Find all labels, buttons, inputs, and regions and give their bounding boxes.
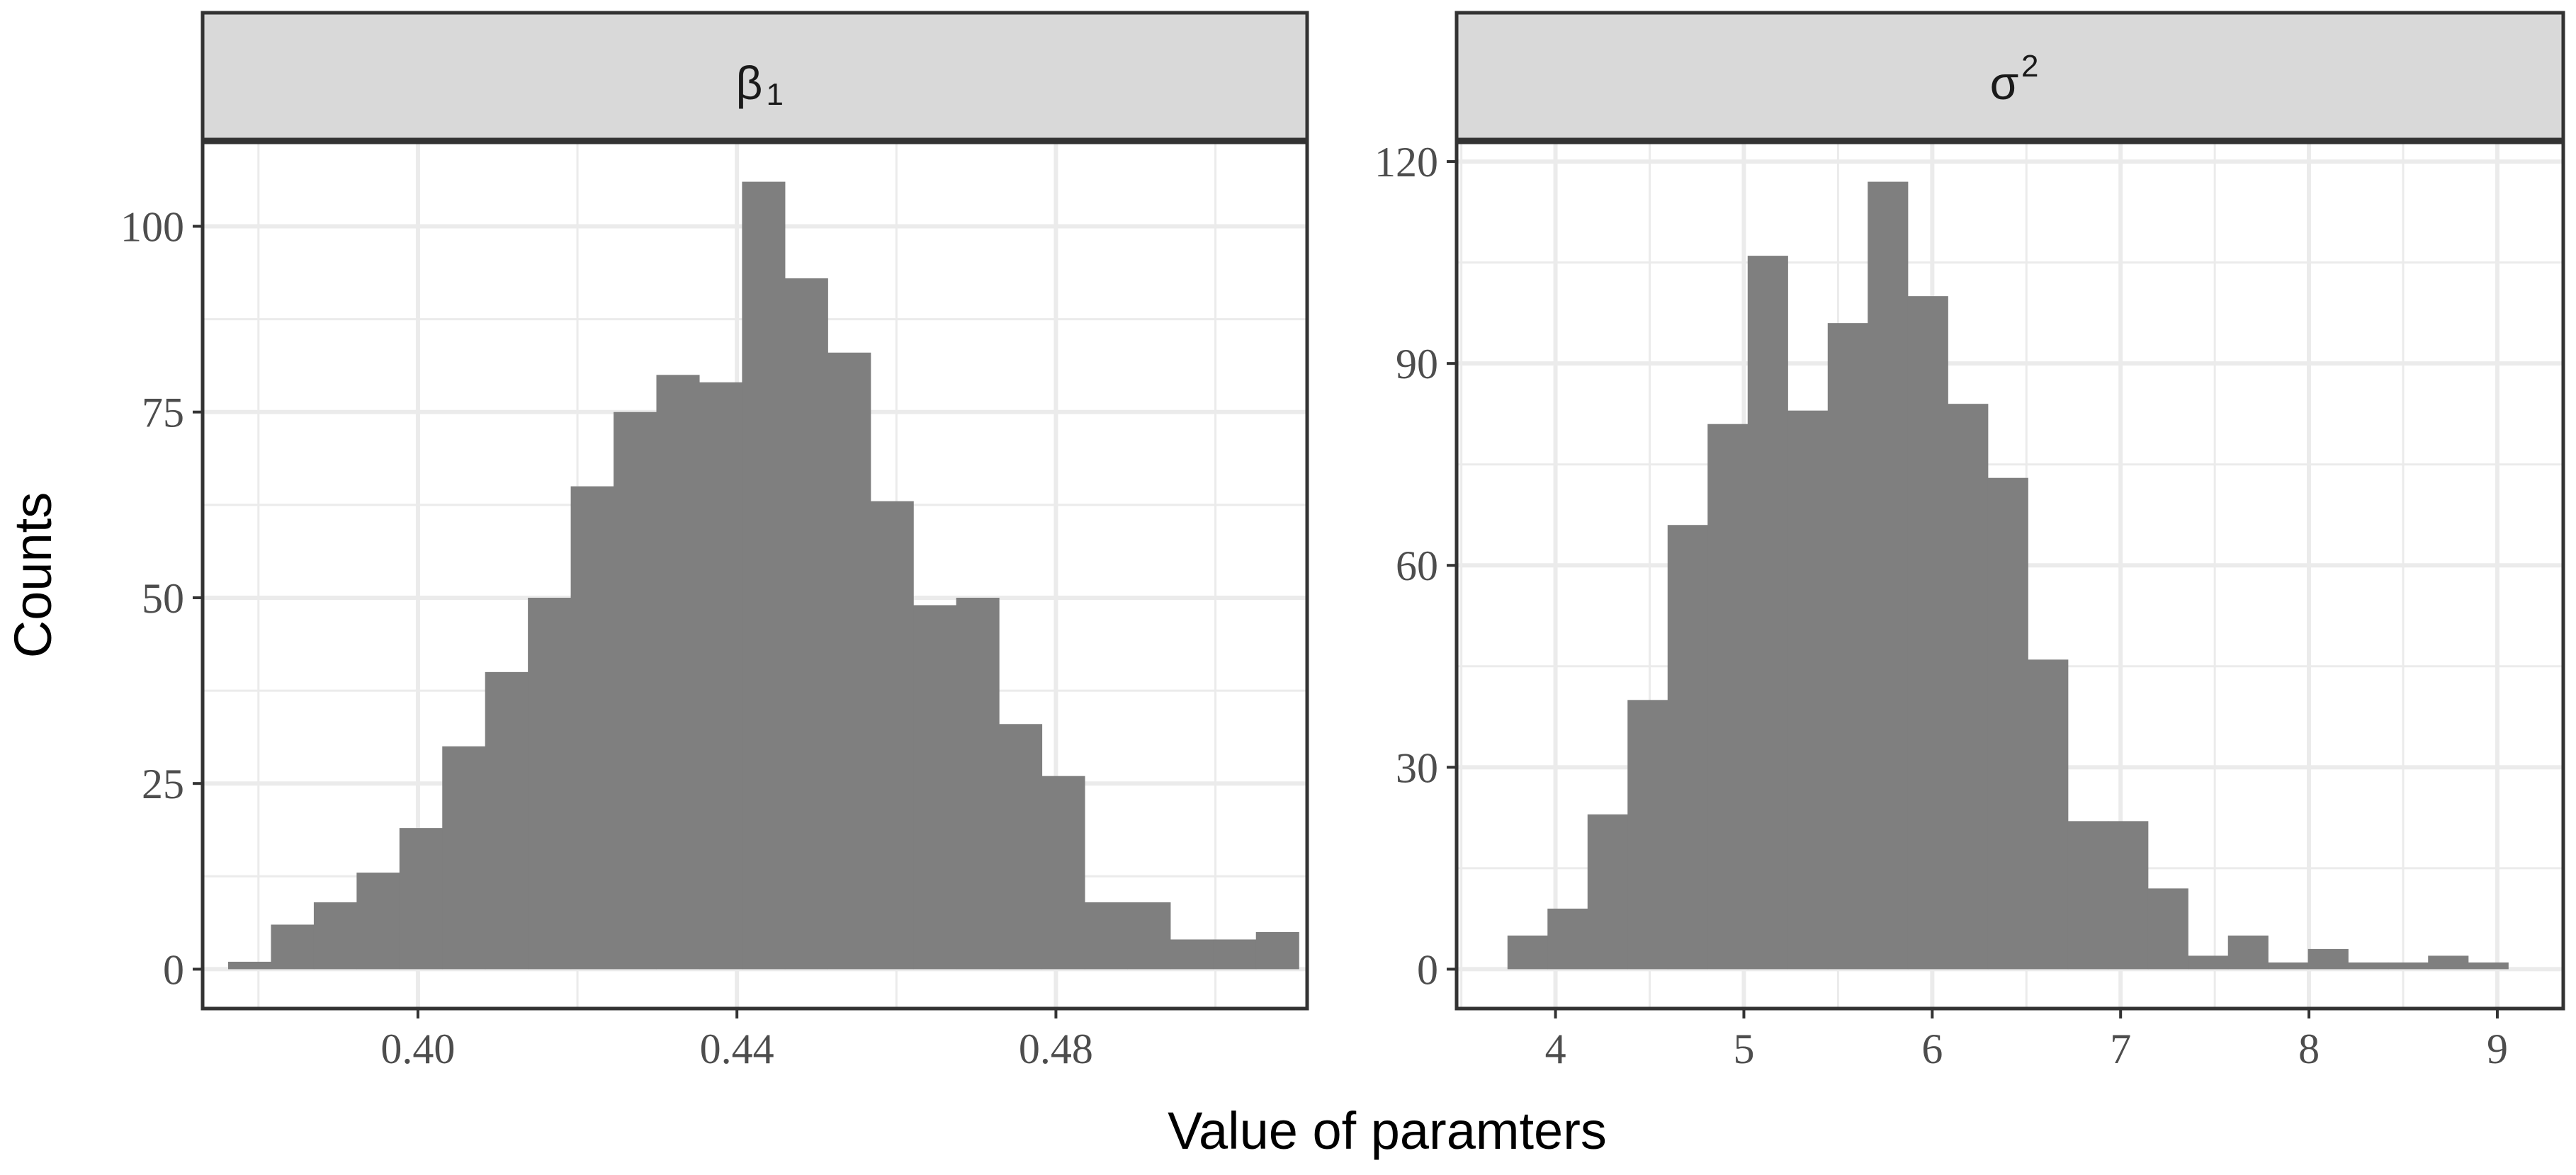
histogram-bar (2227, 935, 2269, 970)
histogram-bar (313, 902, 357, 970)
histogram-bar (1827, 323, 1868, 970)
histogram-bar (1667, 525, 1708, 970)
histogram-bar (1907, 296, 1948, 970)
histogram-bar (228, 961, 272, 970)
histogram-bar (614, 411, 657, 970)
histogram-bar (2188, 955, 2229, 970)
histogram-bar (784, 278, 828, 970)
x-axis-title: Value of paramters (1168, 1101, 1607, 1160)
histogram-bar (699, 382, 742, 970)
histogram-bar (485, 671, 529, 970)
x-tick-label: 4 (1545, 1026, 1566, 1072)
histogram-bar (1547, 908, 1588, 970)
x-tick-label: 9 (2487, 1026, 2508, 1072)
panel-1: β 1 0.40 0.44 0.48 0 25 50 75 100 (120, 11, 1309, 1072)
y-tick-label: 25 (142, 761, 184, 807)
histogram-bar (356, 873, 400, 970)
histogram-bar (570, 486, 614, 970)
y-tick-label: 0 (1417, 946, 1438, 993)
histogram-bar (656, 375, 700, 970)
histogram-bar (1170, 939, 1214, 970)
histogram-bar (2268, 962, 2309, 970)
x-tick-label: 8 (2298, 1026, 2320, 1072)
histogram-bar (2067, 821, 2108, 970)
x-tick-label: 5 (1733, 1026, 1754, 1072)
y-tick-label: 30 (1396, 744, 1438, 791)
histogram-bar (1213, 939, 1257, 970)
x-tick-label: 0.48 (1019, 1026, 1093, 1072)
facet-strip-label: σ (1990, 57, 2019, 109)
histogram-bar (442, 746, 486, 970)
histogram-bar (528, 597, 572, 970)
facet-strip (1454, 11, 2565, 142)
histogram-bar (1255, 931, 1299, 970)
y-tick-label: 60 (1396, 543, 1438, 589)
histogram-bar (1707, 424, 1749, 970)
histogram-bar (2108, 821, 2149, 970)
histogram-bar (1787, 410, 1829, 970)
facet-strip-superscript: 2 (2021, 49, 2038, 84)
histogram-bar (742, 181, 786, 970)
facet-strip-subscript: 1 (767, 77, 784, 112)
histogram-bar (1127, 902, 1171, 970)
histogram-bar (870, 501, 914, 970)
histogram-bar (2468, 962, 2509, 970)
histogram-bar (1627, 700, 1668, 970)
histogram-bar (1868, 181, 1909, 970)
y-tick-label: 100 (120, 204, 184, 251)
y-tick-label: 50 (142, 575, 184, 622)
histogram-bar (1948, 404, 1989, 970)
histogram-bar (271, 924, 315, 970)
histogram-bar (913, 605, 957, 970)
histogram-bar (1587, 814, 1628, 970)
x-tick-label: 6 (1921, 1026, 1943, 1072)
y-tick-label: 120 (1374, 139, 1438, 186)
histogram-bar (1507, 935, 1548, 970)
x-tick-label: 7 (2110, 1026, 2131, 1072)
facet-strip-label: β (736, 57, 763, 109)
histogram-bar (2428, 955, 2469, 970)
histogram-bar (2147, 888, 2188, 970)
histogram-bar (999, 724, 1043, 970)
histogram-bar (2388, 962, 2429, 970)
histogram-bar (2348, 962, 2389, 970)
histogram-bar (956, 597, 1000, 970)
x-tick-label: 0.40 (380, 1026, 455, 1072)
histogram-bar (2307, 948, 2349, 970)
histogram-bar (1084, 902, 1128, 970)
y-axis-title: Counts (4, 492, 62, 658)
x-tick-label: 0.44 (700, 1026, 774, 1072)
histogram-bar (827, 352, 871, 970)
histogram-bar (399, 828, 443, 970)
histogram-bar (2028, 659, 2069, 970)
histogram-bar (1987, 477, 2028, 970)
histogram-bar (1747, 256, 1788, 970)
y-tick-label: 90 (1396, 341, 1438, 387)
y-tick-label: 0 (163, 946, 184, 993)
histogram-bar (1041, 776, 1085, 970)
y-tick-label: 75 (142, 390, 184, 436)
